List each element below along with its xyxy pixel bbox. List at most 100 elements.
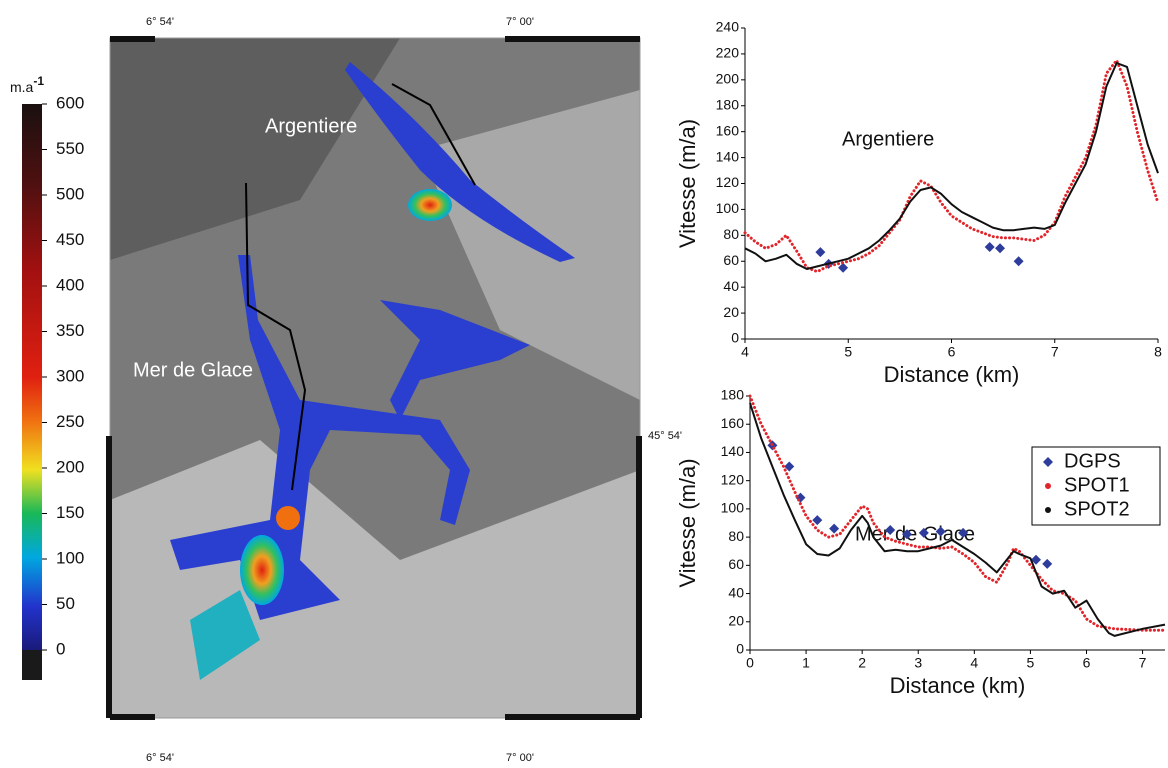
glacier	[408, 189, 452, 221]
map-label: Mer de Glace	[133, 359, 253, 381]
glacier	[345, 62, 575, 262]
colorbar-tick-label: 400	[56, 275, 84, 294]
map-frame	[109, 37, 641, 719]
y-axis-title: Vitesse (m/a)	[675, 458, 700, 587]
colorbar: m.a-1 0 50 100 150 200 250 300 350 400 450 500 550 6…	[10, 74, 84, 680]
y-tick-label: 0	[736, 641, 744, 657]
x-tick-label: 4	[970, 655, 978, 671]
y-tick-label: 180	[716, 96, 740, 112]
x-axis-title: Distance (km)	[890, 673, 1026, 698]
data-point	[935, 526, 946, 537]
data-point	[815, 247, 826, 258]
map-label: Argentiere	[265, 115, 357, 137]
data-point	[995, 243, 1006, 254]
x-tick-label: 3	[914, 655, 922, 671]
unit: m.a	[10, 79, 34, 95]
coord-label: 7° 00'	[506, 752, 534, 764]
y-tick-label: 180	[721, 387, 745, 403]
x-tick-label: 7	[1139, 655, 1147, 671]
data-point	[984, 241, 995, 252]
y-tick-label: 140	[721, 443, 745, 459]
frame-bar	[505, 714, 640, 720]
colorbar-tick-label: 200	[56, 457, 84, 476]
y-tick-label: 240	[716, 19, 740, 35]
coord-label: 7° 00'	[506, 16, 534, 28]
x-tick-label: 2	[858, 655, 866, 671]
x-tick-label: 4	[741, 344, 749, 360]
data-point	[958, 527, 969, 538]
data-point	[1042, 558, 1053, 569]
y-tick-label: 0	[731, 330, 739, 346]
glacier	[380, 300, 530, 420]
legend-marker	[1043, 457, 1053, 467]
data-point	[885, 525, 896, 536]
data-point	[1013, 256, 1024, 267]
x-tick-label: 6	[1083, 655, 1091, 671]
profile-line	[245, 182, 307, 491]
legend-label: DGPS	[1064, 450, 1121, 472]
y-tick-label: 40	[728, 584, 744, 600]
y-tick-label: 80	[728, 528, 744, 544]
colorbar-scale	[22, 104, 42, 650]
y-tick-label: 20	[728, 612, 744, 628]
y-tick-label: 100	[721, 500, 745, 516]
colorbar-unit: m.a-1	[10, 74, 44, 95]
colorbar-below	[22, 650, 42, 680]
data-point	[918, 527, 929, 538]
colorbar-tick-label: 350	[56, 321, 84, 340]
coord-label: 6° 54'	[146, 752, 174, 764]
legend-box	[1031, 446, 1161, 526]
y-tick-label: 140	[716, 148, 740, 164]
x-tick-label: 5	[1027, 655, 1035, 671]
unit-exponent: -1	[33, 74, 44, 88]
glacier	[276, 506, 300, 530]
colorbar-tick-label: 300	[56, 366, 84, 385]
y-axis-title: Vitesse (m/a)	[675, 119, 700, 248]
frame-bar	[106, 436, 112, 718]
colorbar-tick-label: 500	[56, 184, 84, 203]
colorbar-tick-label: 600	[56, 93, 84, 112]
data-line	[749, 402, 1166, 637]
map: 6° 54' 7° 00' 6° 54' 7° 00' 45° 54' Arge…	[106, 16, 682, 764]
y-tick-label: 60	[728, 556, 744, 572]
frame-bar	[636, 436, 642, 718]
frame-bar	[110, 714, 155, 720]
glacier	[240, 535, 284, 605]
y-tick-label: 20	[723, 304, 739, 320]
coord-label: 6° 54'	[146, 16, 174, 28]
data-line	[744, 62, 1159, 270]
x-tick-label: 1	[802, 655, 810, 671]
y-tick-label: 120	[721, 471, 745, 487]
x-tick-label: 8	[1154, 344, 1162, 360]
colorbar-tick-label: 250	[56, 412, 84, 431]
legend-label: SPOT2	[1064, 498, 1130, 520]
colorbar-tick-label: 450	[56, 230, 84, 249]
glacier	[190, 590, 260, 680]
x-tick-label: 0	[746, 655, 754, 671]
profile-line	[391, 83, 476, 186]
annotation: Argentiere	[842, 128, 934, 150]
y-tick-label: 160	[721, 415, 745, 431]
colorbar-tick-label: 550	[56, 139, 84, 158]
glacier	[170, 255, 470, 620]
coord-label: 45° 54'	[648, 430, 682, 442]
x-tick-label: 5	[844, 344, 852, 360]
data-line	[748, 394, 1167, 632]
colorbar-ticks: 0 50 100 150 200 250 300 350 400 450 500 550 600	[42, 93, 84, 658]
y-tick-label: 80	[723, 226, 739, 242]
y-tick-label: 220	[716, 45, 740, 61]
y-tick-label: 40	[723, 278, 739, 294]
y-tick-label: 60	[723, 252, 739, 268]
colorbar-tick-label: 50	[56, 594, 75, 613]
y-tick-label: 200	[716, 71, 740, 87]
colorbar-tick-label: 150	[56, 503, 84, 522]
y-tick-label: 120	[716, 174, 740, 190]
data-point	[1031, 554, 1042, 565]
frame-bar	[110, 36, 155, 42]
data-point	[829, 523, 840, 534]
data-point	[838, 262, 849, 273]
terrain	[110, 38, 400, 260]
y-tick-label: 100	[716, 200, 740, 216]
